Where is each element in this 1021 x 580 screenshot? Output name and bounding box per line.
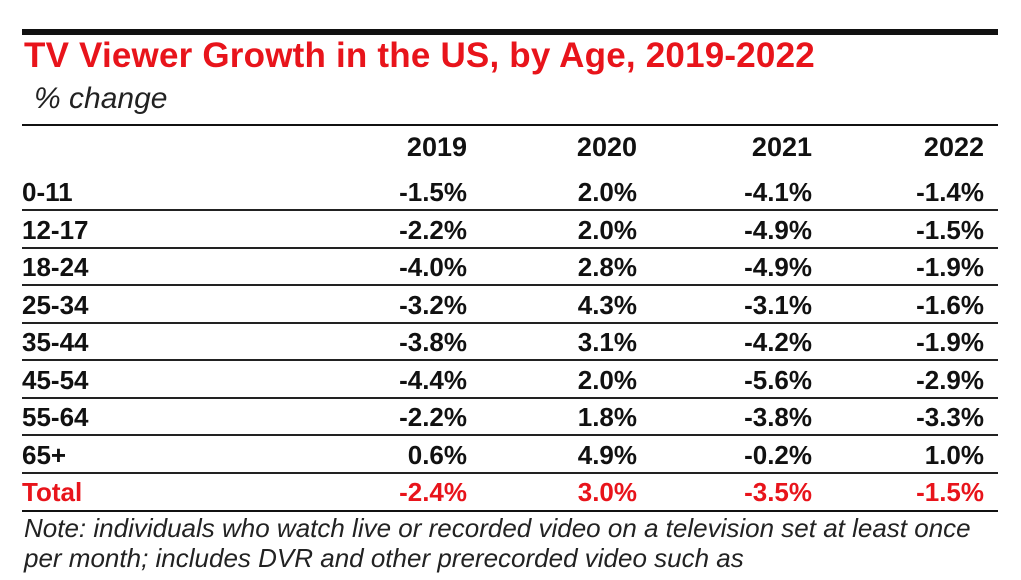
table-row: 35-44 -3.8% 3.1% -4.2% -1.9% bbox=[22, 324, 998, 361]
table-row-total: Total -2.4% 3.0% -3.5% -1.5% bbox=[22, 474, 998, 511]
cell-2022: -1.9% bbox=[916, 327, 984, 357]
row-divider bbox=[22, 471, 998, 474]
row-divider bbox=[22, 284, 998, 286]
table-row: 12-17 -2.2% 2.0% -4.9% -1.5% bbox=[22, 212, 998, 249]
row-label: 25-34 bbox=[22, 289, 89, 320]
table-row: 55-64 -2.2% 1.8% -3.8% -3.3% bbox=[22, 399, 998, 436]
row-divider bbox=[22, 396, 998, 399]
table-figure: TV Viewer Growth in the US, by Age, 2019… bbox=[22, 0, 998, 580]
cell-2020: 2.8% bbox=[577, 252, 637, 282]
row-label: 12-17 bbox=[22, 214, 89, 245]
cell-2020: 2.0% bbox=[577, 364, 637, 395]
cell-2020: 2.0% bbox=[577, 177, 637, 207]
column-header-2021: 2021 bbox=[751, 132, 812, 162]
table-row: 45-54 -4.4% 2.0% -5.6% -2.9% bbox=[22, 362, 998, 399]
cell-2022: -2.9% bbox=[916, 364, 984, 395]
column-header-2022: 2022 bbox=[923, 132, 984, 162]
cell-2021: -4.1% bbox=[744, 177, 812, 207]
cell-2019: -4.0% bbox=[399, 252, 467, 282]
cell-2019: -1.5% bbox=[399, 177, 467, 207]
row-label: 0-11 bbox=[22, 177, 73, 207]
table-row: 25-34 -3.2% 4.3% -3.1% -1.6% bbox=[22, 287, 998, 324]
top-rule bbox=[22, 29, 998, 35]
cell-2021: -0.2% bbox=[744, 439, 812, 470]
cell-2021: -4.9% bbox=[744, 252, 812, 282]
row-label: 35-44 bbox=[22, 327, 89, 357]
cell-2019: -4.4% bbox=[399, 364, 467, 395]
table-row: 18-24 -4.0% 2.8% -4.9% -1.9% bbox=[22, 249, 998, 286]
cell-2022: -1.5% bbox=[916, 477, 984, 507]
column-header-2020: 2020 bbox=[576, 132, 637, 162]
cell-2021: -3.5% bbox=[744, 477, 812, 507]
column-header-2019: 2019 bbox=[406, 132, 467, 162]
row-label: Total bbox=[22, 477, 83, 507]
cell-2019: 0.6% bbox=[407, 439, 467, 470]
row-label: 18-24 bbox=[22, 252, 89, 282]
row-label: 45-54 bbox=[22, 364, 89, 395]
cell-2022: -1.9% bbox=[916, 252, 984, 282]
cell-2021: -4.9% bbox=[744, 214, 812, 245]
row-label: 55-64 bbox=[22, 402, 89, 432]
cell-2020: 4.9% bbox=[577, 439, 637, 470]
row-divider bbox=[22, 209, 998, 211]
cell-2021: -5.6% bbox=[744, 364, 812, 395]
cell-2020: 2.0% bbox=[577, 214, 637, 245]
cell-2022: -1.6% bbox=[916, 289, 984, 320]
cell-2020: 3.0% bbox=[577, 477, 637, 507]
table-row: 0-11 -1.5% 2.0% -4.1% -1.4% bbox=[22, 174, 998, 211]
cell-2022: -3.3% bbox=[916, 402, 984, 432]
cell-2020: 1.8% bbox=[577, 402, 637, 432]
chart-title: TV Viewer Growth in the US, by Age, 2019… bbox=[24, 36, 815, 75]
cell-2019: -2.4% bbox=[399, 477, 467, 507]
cell-2019: -2.2% bbox=[399, 402, 467, 432]
cell-2020: 3.1% bbox=[577, 327, 637, 357]
cell-2022: 1.0% bbox=[924, 439, 984, 470]
header-rule bbox=[22, 124, 998, 126]
cell-2019: -3.8% bbox=[399, 327, 467, 357]
table-row: 65+ 0.6% 4.9% -0.2% 1.0% bbox=[22, 437, 998, 474]
table-note: Note: individuals who watch live or reco… bbox=[24, 513, 971, 573]
cell-2020: 4.3% bbox=[577, 289, 637, 320]
cell-2021: -3.1% bbox=[744, 289, 812, 320]
row-divider bbox=[22, 434, 998, 436]
cell-2019: -3.2% bbox=[399, 289, 467, 320]
cell-2021: -3.8% bbox=[744, 402, 812, 432]
cell-2022: -1.5% bbox=[916, 214, 984, 245]
row-divider bbox=[22, 321, 998, 324]
chart-subtitle: % change bbox=[34, 82, 168, 115]
row-divider bbox=[22, 246, 998, 249]
cell-2021: -4.2% bbox=[744, 327, 812, 357]
cell-2019: -2.2% bbox=[399, 214, 467, 245]
row-label: 65+ bbox=[22, 439, 67, 470]
cell-2022: -1.4% bbox=[916, 177, 984, 207]
row-divider bbox=[22, 359, 998, 361]
bottom-rule bbox=[22, 510, 998, 512]
